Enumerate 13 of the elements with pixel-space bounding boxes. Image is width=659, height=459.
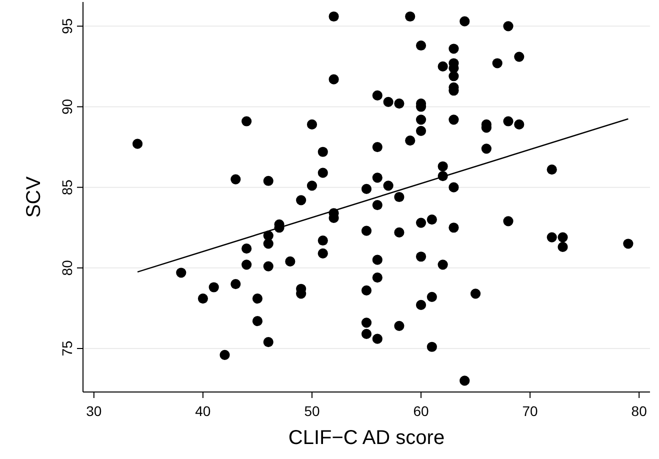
x-tick-label: 70 (522, 403, 538, 419)
y-tick-label: 90 (59, 98, 75, 115)
x-tick-label: 80 (631, 403, 648, 419)
x-axis-title: CLIF−C AD score (288, 427, 445, 449)
y-tick-label: 80 (59, 260, 75, 276)
x-tick-label: 50 (304, 403, 320, 419)
x-tick-label: 60 (413, 403, 430, 419)
y-tick-label: 95 (59, 18, 75, 34)
y-tick-label: 75 (59, 340, 75, 356)
x-tick-label: 30 (86, 403, 102, 419)
y-axis-title: SCV (23, 176, 45, 218)
x-tick-label: 40 (195, 403, 211, 419)
y-tick-label: 85 (59, 179, 75, 196)
